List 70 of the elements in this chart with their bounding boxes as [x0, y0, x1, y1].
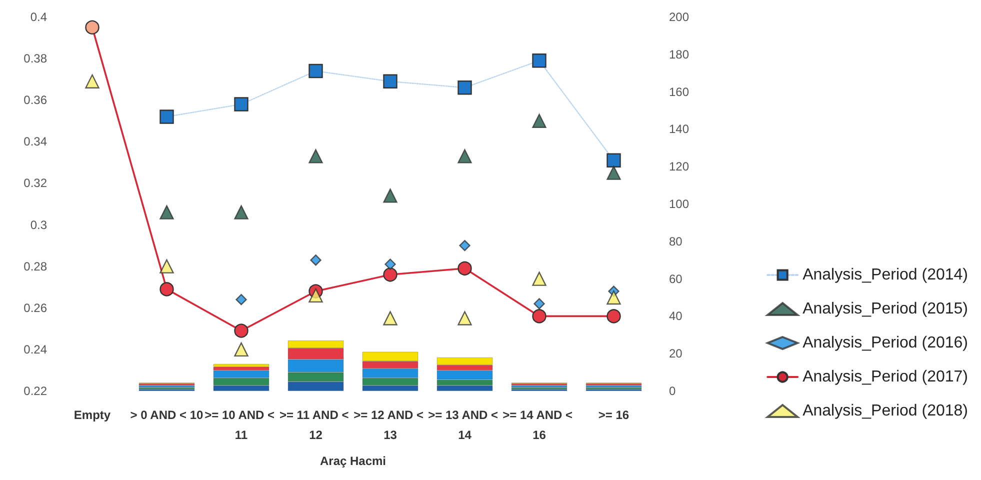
y2-tick-label: 180 — [669, 47, 690, 62]
point — [606, 290, 621, 305]
y2-tick-label: 60 — [669, 272, 683, 286]
x-axis-title: Araç Hacmi — [320, 454, 386, 468]
point — [534, 298, 545, 310]
y-tick-label: 0.24 — [24, 342, 48, 356]
point — [458, 311, 472, 326]
point — [532, 54, 546, 68]
point — [383, 74, 398, 89]
point — [160, 205, 174, 220]
point — [532, 309, 546, 324]
bar — [213, 364, 270, 367]
point — [85, 20, 100, 34]
point — [383, 311, 398, 326]
y2-tick-label: 100 — [669, 197, 690, 211]
point — [85, 74, 100, 89]
y2-tick-label: 0 — [669, 384, 676, 398]
point — [160, 110, 174, 124]
y-tick-label: 0.32 — [24, 176, 48, 190]
x-tick-label: >= 12 AND < 13 — [354, 408, 427, 442]
y-tick-label: 0.3 — [30, 218, 48, 232]
legend-label: Analysis_Period (2014) — [802, 266, 968, 284]
point — [458, 149, 472, 164]
point — [234, 324, 248, 338]
legend-label: Analysis_Period (2016) — [802, 334, 968, 352]
point — [458, 80, 472, 95]
y2-tick-label: 200 — [669, 10, 690, 24]
x-tick-label: >= 16 — [598, 408, 630, 422]
y-tick-label: 0.28 — [24, 259, 48, 274]
legend-label: Analysis_Period (2015) — [802, 300, 968, 318]
point — [532, 114, 546, 128]
y2-tick-label: 160 — [669, 84, 690, 99]
x-tick-label: >= 14 AND < 16 — [502, 408, 576, 442]
y2-tick-label: 120 — [669, 160, 690, 174]
legend-label: Analysis_Period (2018) — [802, 402, 968, 420]
legend-label: Analysis_Period (2017) — [802, 368, 968, 386]
x-tick-label: Empty — [74, 408, 111, 422]
point — [160, 259, 174, 274]
y2-tick-label: 140 — [669, 122, 690, 136]
y2-tick-label: 80 — [669, 234, 683, 248]
point — [383, 188, 398, 203]
point — [160, 282, 174, 296]
y-tick-label: 0.34 — [24, 134, 48, 149]
point — [606, 309, 621, 324]
point — [459, 240, 470, 252]
point — [384, 258, 396, 270]
point — [606, 166, 621, 180]
point — [606, 153, 621, 168]
y2-tick-label: 40 — [669, 309, 683, 324]
point — [234, 97, 248, 112]
x-tick-label: >= 13 AND < 14 — [428, 408, 502, 442]
point — [234, 205, 248, 220]
y2-tick-label: 20 — [669, 346, 683, 361]
point — [308, 64, 323, 78]
x-tick-label: >= 11 AND < 12 — [279, 408, 352, 442]
point — [532, 272, 546, 286]
point — [308, 288, 323, 303]
y-tick-label: 0.36 — [24, 93, 48, 108]
y-tick-label: 0.4 — [30, 10, 48, 24]
y-tick-label: 0.22 — [24, 384, 48, 398]
point — [458, 261, 472, 276]
x-tick-label: >= 10 AND < 11 — [204, 408, 278, 442]
point — [308, 149, 323, 164]
y-tick-label: 0.38 — [24, 52, 48, 66]
point — [383, 268, 398, 282]
point — [234, 342, 248, 357]
y-tick-label: 0.26 — [24, 300, 48, 315]
point — [310, 254, 322, 266]
x-tick-label: > 0 AND < 10 — [130, 408, 204, 422]
point — [236, 294, 247, 306]
